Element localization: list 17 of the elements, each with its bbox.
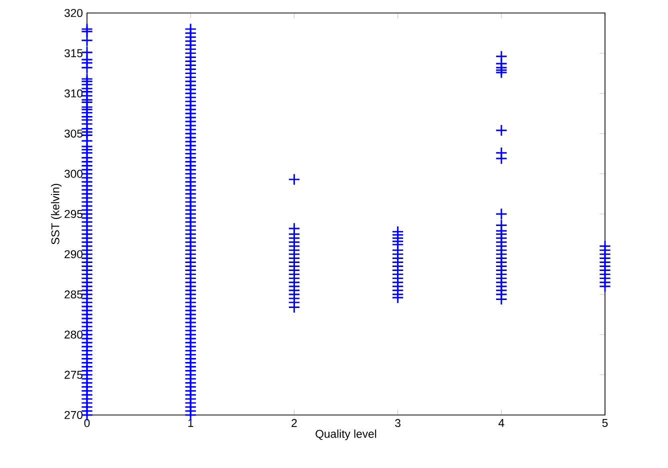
x-tick-label: 2 <box>292 419 297 427</box>
y-tick-label: 320 <box>64 8 83 18</box>
y-tick-label: 280 <box>64 330 83 339</box>
y-tick-label: 295 <box>64 210 82 218</box>
y-tick-label: 310 <box>64 89 83 98</box>
x-tick-label: 4 <box>498 419 504 427</box>
y-tick-label: 275 <box>64 370 82 379</box>
y-tick-label: 300 <box>64 170 83 178</box>
y-tick-label: 305 <box>64 130 82 138</box>
x-tick-label: 5 <box>602 419 608 427</box>
y-tick-label: 290 <box>64 250 83 258</box>
y-axis-title: SST (kelvin) <box>50 184 62 244</box>
y-tick-label: 315 <box>64 49 82 58</box>
x-tick-label: 3 <box>395 419 400 428</box>
y-tick-label: 285 <box>64 290 82 298</box>
x-axis-title: Quality level <box>316 430 376 440</box>
y-tick-label: 270 <box>64 410 83 420</box>
